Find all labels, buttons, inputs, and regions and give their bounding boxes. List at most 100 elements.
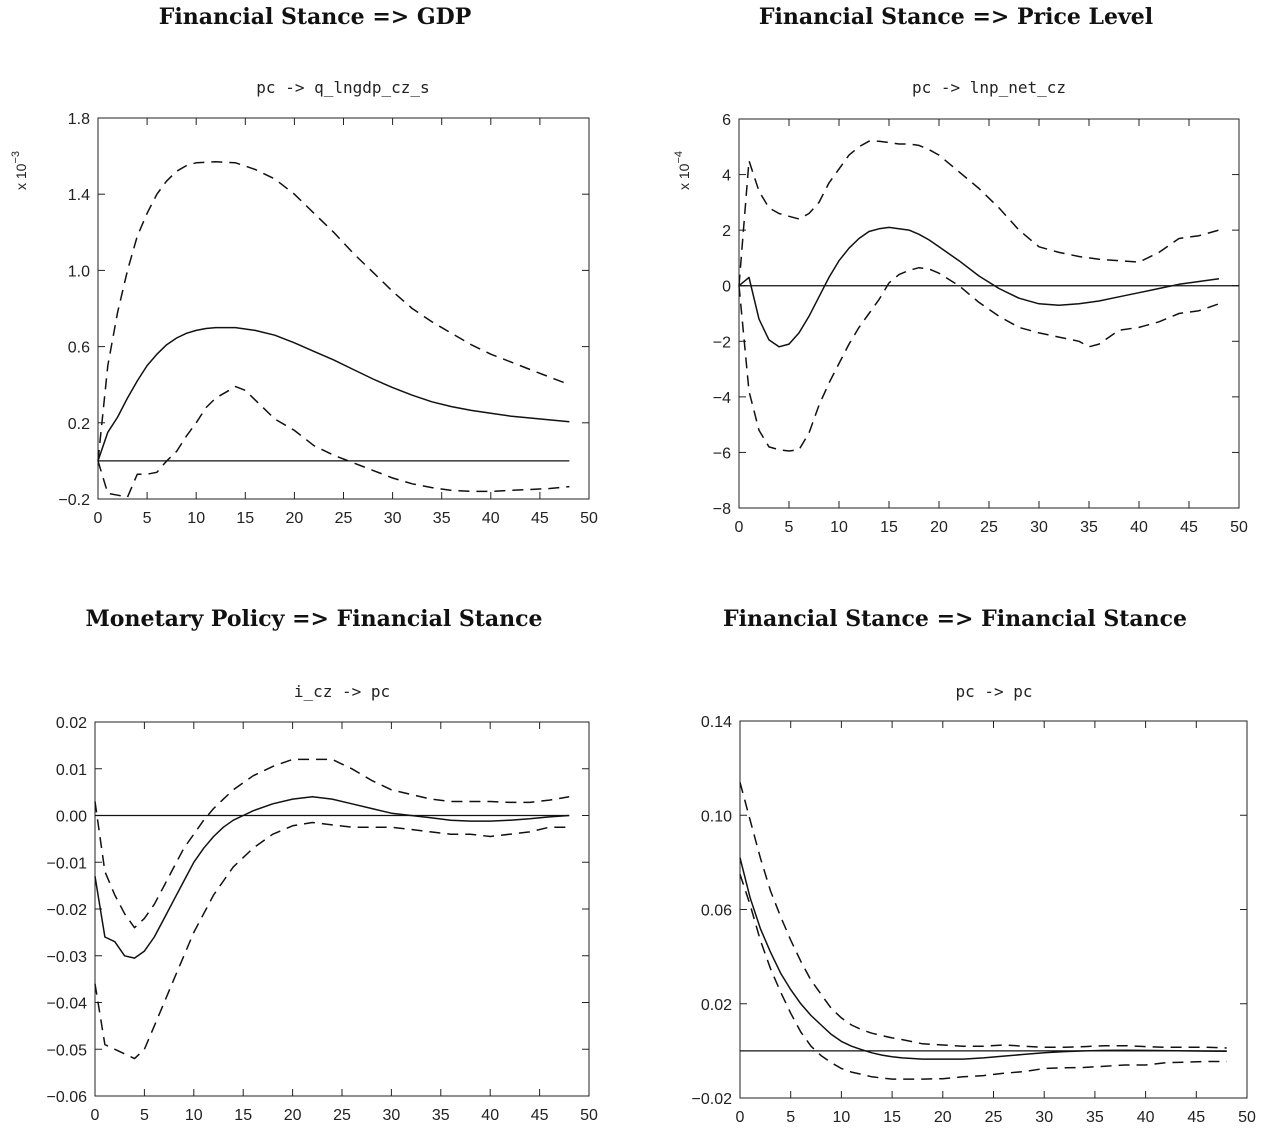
x-tick-label: 35 [432, 1107, 450, 1124]
chart-subtitle: pc -> lnp_net_cz [912, 78, 1066, 97]
x-tick-label: 20 [284, 1107, 302, 1124]
panel-price-level: Financial Stance => Price Level pc -> ln… [633, 0, 1267, 566]
confidence-band-line [97, 385, 570, 498]
x-tick-label: 20 [934, 1109, 952, 1126]
x-tick-label: 50 [1238, 1109, 1256, 1126]
x-tick-label: 30 [383, 1107, 401, 1124]
chart-subtitle: i_cz -> pc [294, 682, 390, 701]
confidence-band-line [97, 161, 570, 461]
y-tick-label: 1.0 [68, 263, 90, 280]
x-tick-label: 40 [1137, 1109, 1155, 1126]
y-tick-label: 0.02 [56, 715, 87, 732]
axis-multiplier-exponent: −4 [673, 151, 685, 164]
y-tick-label: 0.14 [701, 714, 732, 731]
x-tick-label: 0 [735, 519, 744, 536]
panel-gdp: Financial Stance => GDP pc -> q_lngdp_cz… [0, 0, 633, 566]
impulse-response-line [94, 796, 570, 959]
x-tick-label: 25 [335, 510, 353, 527]
x-tick-label: 10 [830, 519, 848, 536]
chart-subtitle: pc -> pc [955, 682, 1032, 701]
panel-heading: Monetary Policy => Financial Stance [85, 606, 543, 632]
panel-heading: Financial Stance => GDP [158, 4, 472, 30]
y-tick-label: 0.02 [701, 997, 732, 1014]
impulse-response-line [738, 226, 1220, 348]
x-tick-label: 5 [785, 519, 794, 536]
x-tick-label: 50 [1230, 519, 1248, 536]
x-tick-label: 40 [1130, 519, 1148, 536]
x-tick-label: 0 [94, 510, 103, 527]
x-tick-label: 50 [580, 1107, 598, 1124]
impulse-response-line [97, 326, 570, 462]
confidence-band-line [739, 873, 1227, 1080]
x-tick-label: 40 [481, 1107, 499, 1124]
y-tick-label: −4 [713, 390, 731, 407]
confidence-band-line [94, 758, 570, 929]
chart-plot: pc -> pc 0 5 10 15 20 25 30 35 40 45 50 −0.02 0.02 0.0… [692, 682, 1256, 1126]
plot-frame [97, 117, 590, 500]
y-tick-label: 0 [722, 279, 731, 296]
y-tick-label: −8 [713, 501, 731, 518]
axis-multiplier-label: x 10−3 [10, 151, 29, 190]
axis-multiplier-base: x 10 [676, 163, 692, 190]
y-tick-label: −0.02 [47, 902, 88, 919]
x-tick-label: 25 [980, 519, 998, 536]
panel-monetary-policy: Monetary Policy => Financial Stance i_cz… [0, 566, 633, 1132]
x-tick-label: 15 [236, 510, 254, 527]
chart-subtitle: pc -> q_lngdp_cz_s [256, 78, 429, 97]
panel-heading: Financial Stance => Financial Stance [722, 606, 1188, 632]
y-tick-label: 1.8 [68, 111, 90, 128]
x-tick-label: 35 [1080, 519, 1098, 536]
y-tick-label: 4 [722, 168, 731, 185]
y-tick-label: −6 [713, 445, 731, 462]
plot-frame [739, 720, 1248, 1099]
x-tick-label: 0 [736, 1109, 745, 1126]
x-tick-label: 10 [187, 510, 205, 527]
x-tick-label: 30 [1035, 1109, 1053, 1126]
x-tick-label: 10 [833, 1109, 851, 1126]
x-tick-label: 15 [883, 1109, 901, 1126]
y-tick-label: −0.04 [47, 996, 88, 1013]
x-tick-label: 10 [185, 1107, 203, 1124]
x-tick-label: 35 [1086, 1109, 1104, 1126]
y-tick-label: −0.01 [47, 855, 88, 872]
chart-plot: pc -> lnp_net_czx 10−40 5 10 15 20 25 30 35 40 45… [673, 78, 1248, 536]
x-tick-label: 30 [384, 510, 402, 527]
y-tick-label: −0.05 [47, 1042, 88, 1059]
x-tick-label: 25 [333, 1107, 351, 1124]
x-tick-label: 0 [91, 1107, 100, 1124]
y-tick-label: −0.2 [58, 492, 90, 509]
panel-heading: Financial Stance => Price Level [758, 4, 1154, 30]
x-tick-label: 15 [880, 519, 898, 536]
x-tick-label: 5 [786, 1109, 795, 1126]
x-tick-label: 50 [580, 510, 598, 527]
panel-financial-stance: Financial Stance => Financial Stance pc … [633, 566, 1267, 1132]
y-tick-label: 0.01 [56, 762, 87, 779]
x-tick-label: 45 [1180, 519, 1198, 536]
x-tick-label: 40 [482, 510, 500, 527]
plot-frame [738, 118, 1240, 509]
x-tick-label: 35 [433, 510, 451, 527]
y-tick-label: −0.06 [47, 1089, 88, 1106]
y-tick-label: 2 [722, 223, 731, 240]
y-tick-label: 0.10 [701, 808, 732, 825]
x-tick-label: 45 [1187, 1109, 1205, 1126]
y-tick-label: 0.6 [68, 340, 90, 357]
impulse-response-line [739, 857, 1227, 1060]
x-tick-label: 5 [140, 1107, 149, 1124]
x-tick-label: 20 [930, 519, 948, 536]
confidence-band-line [94, 821, 570, 1060]
y-tick-label: 6 [722, 112, 731, 129]
axis-multiplier-label: x 10−4 [673, 151, 692, 190]
x-tick-label: 45 [531, 510, 549, 527]
axis-multiplier-exponent: −3 [10, 151, 22, 164]
y-tick-label: 0.2 [68, 416, 90, 433]
confidence-band-line [739, 782, 1227, 1049]
axis-multiplier-base: x 10 [13, 163, 29, 190]
x-tick-label: 25 [985, 1109, 1003, 1126]
chart-plot: i_cz -> pc 0 5 10 15 20 25 30 35 40 45 50 −0.06 −0.05… [47, 682, 598, 1124]
y-tick-label: −2 [713, 334, 731, 351]
x-tick-label: 30 [1030, 519, 1048, 536]
y-tick-label: −0.02 [692, 1091, 733, 1108]
y-tick-label: 0.06 [701, 903, 732, 920]
y-tick-label: −0.03 [47, 949, 88, 966]
